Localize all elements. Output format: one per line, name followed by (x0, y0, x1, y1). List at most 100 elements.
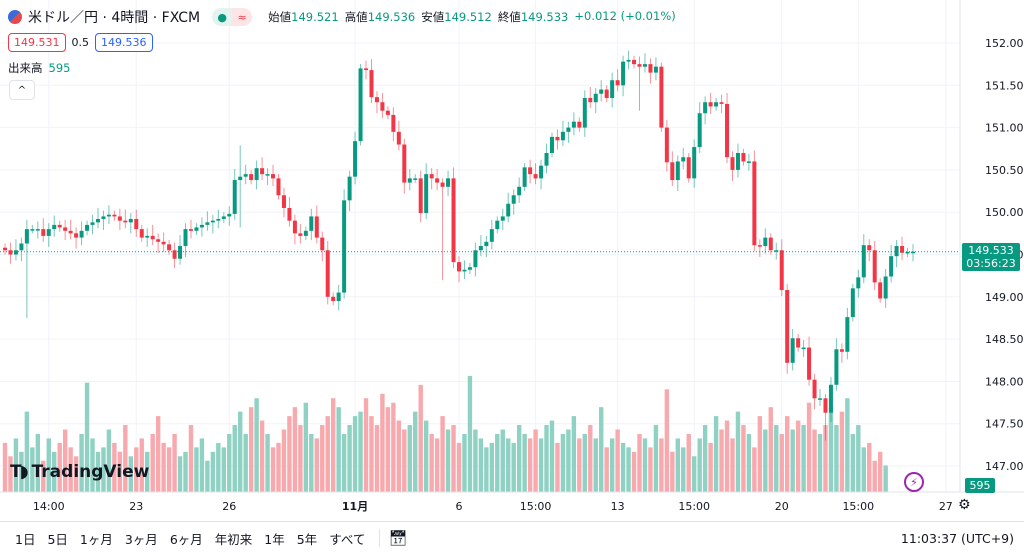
price-chart[interactable]: 152.000 151.500 151.000 150.500 150.000 149.5… (0, 0, 1024, 521)
market-open-icon: ● (212, 8, 233, 26)
range-1y[interactable]: 1年 (264, 531, 285, 547)
candle (68, 219, 73, 240)
volume-bar (774, 425, 779, 492)
candle-body (577, 121, 582, 128)
candle-body (24, 229, 29, 244)
candle (19, 237, 24, 262)
volume-bar (577, 438, 582, 492)
tradingview-logo[interactable]: T◗ TradingView (10, 462, 150, 482)
candle (123, 209, 128, 229)
candle (298, 224, 303, 244)
volume-bar (41, 460, 46, 492)
lightning-icon[interactable]: ⚡ (904, 472, 924, 492)
candle-body (161, 241, 166, 245)
candle-body (63, 227, 68, 231)
candle-body (402, 144, 407, 183)
candle-body (435, 178, 440, 183)
candle (440, 178, 445, 280)
candle-body (347, 176, 352, 201)
candle (697, 102, 702, 153)
volume-bar (620, 442, 626, 492)
range-1d[interactable]: 1日 (15, 531, 36, 547)
collapse-legend-button[interactable]: ^ (9, 80, 35, 100)
settings-gear-icon[interactable]: ⚙ (958, 497, 971, 513)
candle-body (90, 222, 95, 225)
goto-date-calendar-icon[interactable]: 📅︎ (388, 529, 408, 547)
candle (287, 196, 292, 227)
candle (664, 119, 669, 172)
volume-bar (79, 433, 84, 492)
candle-body (238, 176, 243, 181)
range-3m[interactable]: 3ヶ月 (124, 531, 158, 547)
volume-bar (741, 425, 746, 492)
buy-button[interactable]: 149.536 (95, 33, 153, 52)
volume-bar (867, 442, 872, 492)
delayed-data-icon: ≈ (232, 8, 253, 26)
date-ranges: 1日 5日 1ヶ月 3ヶ月 6ヶ月 年初来 1年 5年 すべて (15, 529, 365, 548)
candle (249, 169, 254, 185)
candle-body (801, 347, 806, 350)
bar-countdown: 03:56:23 (966, 257, 1016, 270)
candle (763, 228, 768, 254)
time-axis[interactable]: 14:00 23 26 11月 6 15:00 13 15:00 20 15:00 27 (33, 500, 953, 513)
time-tick-label: 26 (222, 500, 236, 513)
candle (834, 338, 839, 391)
symbol-title[interactable]: 米ドル／円 · 4時間 · FXCM (28, 10, 201, 26)
volume-bar (730, 438, 735, 492)
range-5d[interactable]: 5日 (47, 531, 68, 547)
candle-body (369, 70, 374, 98)
candle (106, 205, 111, 225)
candle-body (364, 68, 369, 71)
candle (3, 243, 7, 255)
price-tick-label: 148.000 (985, 375, 1024, 388)
candle (746, 153, 751, 171)
candle (489, 219, 494, 250)
candle-body (320, 237, 325, 251)
volume-bar (374, 425, 380, 492)
candle (632, 55, 637, 69)
volume-bar (2, 442, 8, 492)
volume-bar (538, 438, 544, 492)
candle-body (281, 195, 286, 208)
volume-bar (752, 447, 757, 492)
grid (0, 0, 960, 492)
time-tick-label: 14:00 (33, 500, 65, 513)
volume-bar (238, 411, 243, 492)
candle-body (134, 218, 139, 230)
volume-bar (637, 433, 642, 492)
candle-body (298, 233, 303, 236)
candle-body (353, 141, 358, 177)
range-6m[interactable]: 6ヶ月 (169, 531, 203, 547)
volume-bar (35, 433, 41, 492)
volume-bar (593, 438, 598, 492)
candle (823, 394, 828, 441)
volume-bar (670, 451, 675, 492)
volume-bar (544, 425, 549, 492)
range-1m[interactable]: 1ヶ月 (79, 531, 113, 547)
volume-bar (692, 456, 697, 492)
market-status-badge[interactable]: ● ≈ (212, 8, 253, 26)
range-all[interactable]: すべて (329, 531, 366, 547)
volume-bar (845, 398, 850, 492)
volume-bar (828, 407, 834, 492)
candle (790, 328, 795, 371)
candle (883, 268, 888, 308)
candle-body (708, 102, 713, 107)
candle-body (117, 216, 122, 221)
range-5y[interactable]: 5年 (296, 531, 318, 547)
clock-timezone[interactable]: 11:03:37 (UTC+9) (900, 530, 1014, 546)
candle-body (741, 152, 746, 162)
volume-bar (659, 438, 664, 492)
volume-bar (429, 433, 434, 492)
candle-body (101, 216, 106, 219)
candle (161, 232, 166, 252)
range-ytd[interactable]: 年初来 (214, 531, 253, 547)
candle-body (692, 147, 697, 179)
volume-bar (320, 425, 325, 492)
volume-bar (702, 425, 708, 492)
volume-bar (227, 433, 232, 492)
candle-body (746, 161, 751, 163)
candle-body (331, 296, 336, 302)
candle-body (675, 161, 680, 181)
sell-button[interactable]: 149.531 (8, 33, 66, 52)
